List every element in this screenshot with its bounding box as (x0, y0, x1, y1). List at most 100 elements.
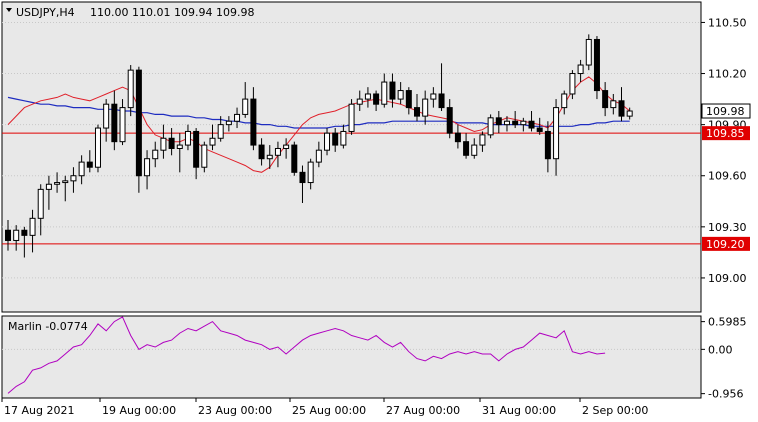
candle[interactable] (242, 82, 249, 118)
candle[interactable] (414, 93, 420, 122)
candle-body-up (397, 90, 404, 100)
time-tick-label: 27 Aug 00:00 (386, 404, 460, 417)
candle[interactable] (364, 87, 371, 108)
candle[interactable] (5, 220, 11, 251)
candle[interactable] (561, 90, 568, 115)
candle[interactable] (29, 209, 36, 253)
candle[interactable] (340, 124, 347, 149)
candle[interactable] (225, 116, 232, 132)
candle-body-up (225, 120, 232, 126)
candle[interactable] (495, 111, 502, 134)
candle[interactable] (438, 63, 445, 112)
candle[interactable] (258, 138, 265, 166)
candle-body-up (307, 161, 314, 184)
candle-body-down (454, 132, 461, 143)
candle[interactable] (184, 124, 191, 151)
candle[interactable] (160, 124, 167, 159)
candle-body-up (266, 154, 273, 160)
collapse-triangle-icon[interactable] (6, 8, 12, 12)
candle[interactable] (618, 87, 625, 122)
candle[interactable] (291, 141, 298, 176)
candle[interactable] (283, 138, 290, 159)
candle[interactable] (610, 93, 617, 115)
candle[interactable] (250, 87, 257, 151)
candle[interactable] (422, 90, 429, 125)
candle[interactable] (299, 165, 306, 203)
candle[interactable] (397, 82, 404, 105)
candle-body-down (258, 144, 265, 160)
candle[interactable] (21, 226, 28, 258)
candle[interactable] (103, 99, 110, 142)
oscillator-panel[interactable] (1, 315, 702, 399)
candle[interactable] (585, 34, 592, 71)
candle-body-up (626, 110, 633, 117)
candle[interactable] (144, 150, 151, 190)
candle[interactable] (430, 87, 437, 108)
candle-body-up (160, 137, 167, 151)
candle[interactable] (463, 133, 470, 159)
candle[interactable] (127, 65, 134, 117)
candle[interactable] (13, 225, 20, 251)
candle-body-down (446, 107, 453, 134)
price-tick-label: 110.50 (708, 16, 747, 29)
candle[interactable] (332, 128, 339, 152)
candle[interactable] (135, 66, 142, 193)
level-tag-label: 109.85 (706, 127, 745, 140)
candle[interactable] (176, 133, 183, 173)
candle-body-up (45, 183, 52, 190)
candle[interactable] (307, 158, 314, 190)
candle[interactable] (70, 167, 77, 193)
candle[interactable] (86, 150, 93, 173)
candle[interactable] (78, 155, 85, 185)
candle[interactable] (324, 128, 331, 156)
candle[interactable] (512, 111, 519, 129)
candle[interactable] (503, 116, 510, 132)
candle-body-up (217, 124, 224, 139)
candle[interactable] (348, 99, 355, 135)
candle[interactable] (479, 131, 486, 152)
candle[interactable] (389, 73, 396, 108)
oscillator-tick-label: -0.956 (708, 388, 743, 401)
price-axis: 110.50110.20109.90109.60109.30109.00109.… (701, 16, 751, 285)
candle[interactable] (94, 124, 101, 173)
candle[interactable] (520, 117, 527, 132)
candle[interactable] (217, 116, 224, 142)
candle[interactable] (446, 99, 453, 139)
candle[interactable] (536, 117, 543, 135)
candle[interactable] (602, 82, 609, 117)
candle[interactable] (62, 175, 69, 202)
candle[interactable] (553, 99, 560, 176)
candle-body-up (152, 149, 159, 160)
candle[interactable] (454, 124, 461, 149)
candle[interactable] (577, 59, 584, 83)
candle[interactable] (45, 175, 52, 210)
candle[interactable] (193, 128, 200, 180)
candle[interactable] (274, 141, 281, 168)
candle-body-down (21, 229, 28, 236)
candle[interactable] (119, 99, 126, 146)
candle[interactable] (593, 36, 600, 100)
main-price-panel[interactable] (1, 1, 702, 313)
candle[interactable] (381, 73, 388, 108)
candle[interactable] (209, 124, 216, 151)
candle[interactable] (152, 141, 159, 168)
candle[interactable] (487, 114, 494, 139)
candle[interactable] (54, 172, 61, 193)
candle[interactable] (405, 87, 412, 115)
candle[interactable] (528, 111, 535, 132)
candle[interactable] (471, 138, 478, 159)
candle[interactable] (356, 90, 363, 112)
candle[interactable] (201, 141, 208, 173)
candle[interactable] (544, 121, 551, 173)
candle[interactable] (569, 70, 576, 100)
candle[interactable] (168, 128, 175, 156)
candle[interactable] (315, 141, 322, 168)
candle[interactable] (373, 90, 380, 112)
candle[interactable] (266, 145, 273, 169)
time-tick-label: 23 Aug 00:00 (198, 404, 272, 417)
candle[interactable] (37, 184, 44, 236)
candle[interactable] (111, 90, 118, 151)
candle[interactable] (234, 107, 241, 129)
candle[interactable] (626, 107, 633, 120)
